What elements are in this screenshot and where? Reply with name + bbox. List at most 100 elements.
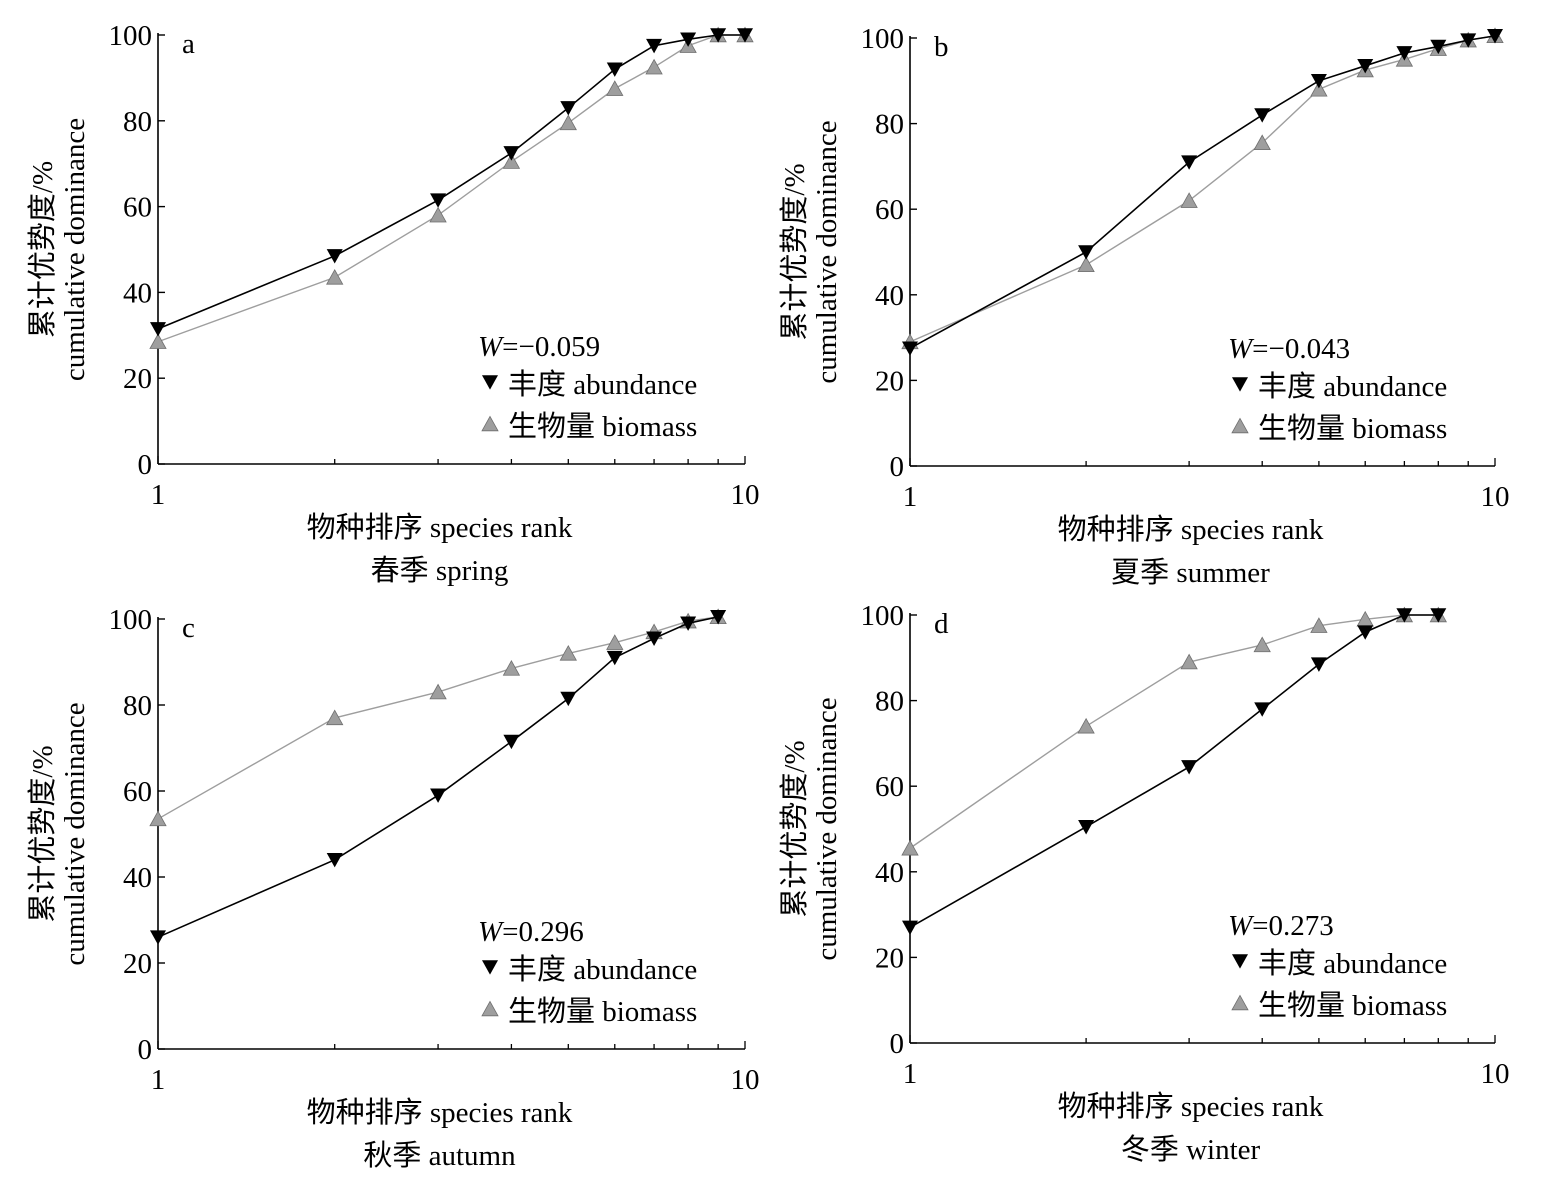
series-line bbox=[909, 35, 1496, 350]
x-tick-label: 10 bbox=[731, 479, 760, 511]
abundance-point bbox=[680, 32, 697, 47]
abundance-point bbox=[150, 930, 166, 945]
abundance-point bbox=[503, 146, 520, 161]
abundance-point bbox=[646, 38, 663, 54]
abundance-point bbox=[1357, 625, 1374, 640]
w-statistic: W=−0.059 bbox=[478, 331, 600, 363]
y-tick-label: 100 bbox=[109, 604, 153, 636]
abundance-point bbox=[560, 101, 577, 116]
y-axis-label-cn: 累计优势度/% bbox=[26, 161, 59, 338]
biomass-point bbox=[149, 810, 167, 827]
legend-biomass-label: 生物量 biomass bbox=[1258, 412, 1447, 445]
biomass-point bbox=[1180, 653, 1198, 670]
biomass-point bbox=[606, 80, 624, 96]
y-tick-label: 20 bbox=[875, 365, 904, 397]
abundance-point bbox=[646, 631, 663, 646]
abundance-point bbox=[1487, 29, 1503, 44]
chart-panel-b: 0 20 40 60 80 100 1 10 b 累计优势度/% cumulative domina… bbox=[778, 23, 1510, 589]
series-line bbox=[157, 34, 745, 330]
y-tick-label: 80 bbox=[875, 686, 904, 718]
biomass-point bbox=[1077, 256, 1095, 273]
abundance-point bbox=[606, 62, 623, 77]
y-tick-label: 60 bbox=[123, 192, 152, 224]
y-tick-label: 80 bbox=[123, 106, 152, 138]
legend-abundance-marker bbox=[482, 960, 498, 975]
y-tick-label: 100 bbox=[109, 20, 153, 52]
biomass-point bbox=[326, 709, 344, 726]
legend-abundance-label: 丰度 abundance bbox=[508, 368, 697, 401]
y-tick-label: 40 bbox=[123, 862, 152, 894]
y-axis-label-cn: 累计优势度/% bbox=[778, 163, 811, 340]
w-symbol: W bbox=[1228, 333, 1255, 365]
abundance-point bbox=[1310, 74, 1327, 89]
biomass-point bbox=[1253, 134, 1271, 151]
y-tick-label: 80 bbox=[875, 109, 904, 141]
x-tick-label: 10 bbox=[1481, 1058, 1510, 1090]
y-axis-label-en: cumulative dominance bbox=[811, 120, 843, 383]
chart-panel-d: 0 20 40 60 80 100 1 10 d 累计优势度/% cumulative domina… bbox=[778, 600, 1510, 1166]
panel-label: d bbox=[934, 608, 949, 640]
series-abundance bbox=[150, 610, 727, 945]
abundance-point bbox=[1460, 33, 1477, 48]
legend-biomass-label: 生物量 biomass bbox=[1258, 989, 1447, 1022]
y-tick-label: 0 bbox=[138, 1034, 153, 1066]
series-line bbox=[157, 616, 719, 938]
chart-panel-c: 0 20 40 60 80 100 1 10 c 累计优势度/% cumulative domina… bbox=[26, 604, 760, 1172]
legend-abundance-label: 丰度 abundance bbox=[1258, 947, 1447, 980]
season-caption: 秋季 autumn bbox=[363, 1139, 516, 1172]
x-axis-label: 物种排序 species rank bbox=[307, 511, 573, 544]
abundance-point bbox=[1181, 760, 1198, 775]
y-tick-label: 60 bbox=[875, 771, 904, 803]
y-axis-label-cn: 累计优势度/% bbox=[26, 745, 59, 922]
y-axis-label-en: cumulative dominance bbox=[59, 702, 91, 965]
y-tick-label: 80 bbox=[123, 690, 152, 722]
x-tick-label: 1 bbox=[903, 481, 918, 513]
y-tick-label: 100 bbox=[861, 23, 905, 55]
biomass-point bbox=[1180, 192, 1198, 208]
abundance-point bbox=[1357, 59, 1374, 74]
series-biomass bbox=[149, 26, 754, 349]
abundance-point bbox=[737, 28, 753, 43]
biomass-point bbox=[559, 114, 577, 131]
abundance-point bbox=[1181, 155, 1198, 170]
y-tick-label: 40 bbox=[875, 280, 904, 312]
w-symbol: W bbox=[1228, 910, 1255, 942]
abundance-point bbox=[430, 193, 447, 208]
biomass-point bbox=[1077, 717, 1095, 734]
x-tick-label: 10 bbox=[1481, 481, 1510, 513]
abundance-point bbox=[710, 610, 727, 625]
biomass-point bbox=[429, 683, 447, 700]
series-line bbox=[157, 34, 745, 343]
w-statistic: W=−0.043 bbox=[1228, 333, 1350, 365]
series-abundance bbox=[150, 28, 753, 337]
x-axis-label: 物种排序 species rank bbox=[1058, 1090, 1324, 1123]
biomass-point bbox=[645, 58, 663, 75]
y-axis-label-en: cumulative dominance bbox=[811, 697, 843, 960]
abundance-point bbox=[326, 853, 343, 868]
season-caption: 春季 spring bbox=[371, 554, 509, 587]
y-tick-label: 20 bbox=[123, 363, 152, 395]
w-symbol: W bbox=[478, 916, 505, 948]
legend-abundance-marker bbox=[482, 375, 498, 390]
x-tick-label: 10 bbox=[731, 1064, 760, 1096]
w-statistic: W=0.296 bbox=[478, 916, 584, 948]
biomass-point bbox=[429, 206, 447, 223]
abundance-point bbox=[710, 28, 727, 43]
y-tick-label: 0 bbox=[890, 1028, 905, 1060]
x-tick-label: 1 bbox=[903, 1058, 918, 1090]
abundance-point bbox=[326, 249, 343, 264]
abundance-point bbox=[1396, 608, 1413, 623]
legend-biomass-marker bbox=[1231, 994, 1249, 1011]
abundance-point bbox=[503, 734, 520, 750]
abundance-point bbox=[1254, 702, 1271, 717]
series-abundance bbox=[902, 29, 1503, 356]
season-caption: 冬季 winter bbox=[1121, 1133, 1261, 1166]
x-axis-label: 物种排序 species rank bbox=[307, 1096, 573, 1129]
abundance-point bbox=[1078, 245, 1095, 260]
abundance-point bbox=[1310, 657, 1327, 672]
x-tick-label: 1 bbox=[151, 1064, 166, 1096]
series-line bbox=[909, 614, 1439, 929]
abundance-point bbox=[1254, 108, 1271, 123]
panel-label: a bbox=[182, 28, 195, 60]
